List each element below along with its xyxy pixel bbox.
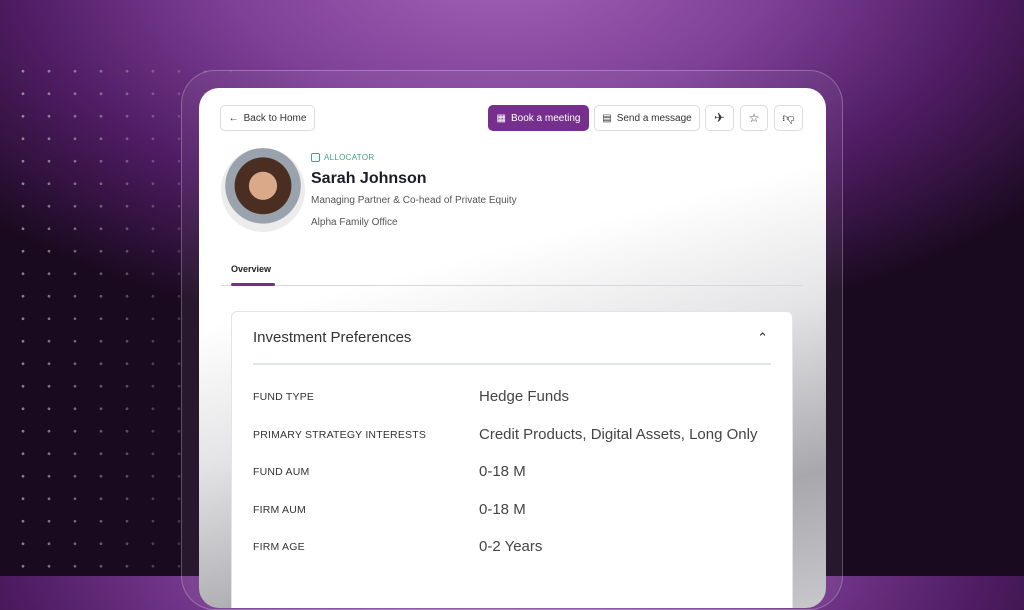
section-title: Investment Preferences — [253, 329, 412, 346]
profile-panel: ← Back to Home ▦ Book a meeting ▤ Send a me… — [199, 88, 826, 608]
message-icon: ▤ — [602, 112, 612, 124]
section-divider — [253, 363, 771, 365]
pref-row: FIRM AUM 0-18 M — [253, 501, 526, 518]
pref-row: FIRM AGE 0-2 Years — [253, 538, 543, 555]
tab-overview[interactable]: Overview — [231, 264, 272, 274]
badge-icon — [311, 153, 320, 162]
active-tab-indicator — [231, 283, 275, 286]
tabs-divider — [221, 285, 803, 286]
thumbs-down-button[interactable]: 👎︎ — [774, 105, 803, 131]
pref-row: FUND TYPE Hedge Funds — [253, 388, 570, 405]
allocator-badge: ALLOCATOR — [311, 153, 374, 162]
pref-row: FUND AUM 0-18 M — [253, 463, 526, 480]
chevron-up-icon[interactable]: ⌃ — [757, 330, 768, 345]
calendar-icon: ▦ — [496, 112, 506, 124]
back-to-home-button[interactable]: ← Back to Home — [220, 105, 315, 131]
pref-row: PRIMARY STRATEGY INTERESTS Credit Product… — [253, 426, 758, 443]
profile-organization: Alpha Family Office — [311, 217, 398, 228]
book-meeting-button[interactable]: ▦ Book a meeting — [488, 105, 589, 131]
thumbs-down-icon: 👎︎ — [782, 110, 795, 125]
avatar — [221, 148, 305, 232]
send-message-button[interactable]: ▤ Send a message — [594, 105, 700, 131]
arrow-left-icon: ← — [228, 112, 239, 124]
profile-title: Managing Partner & Co-head of Private Eq… — [311, 195, 517, 206]
investment-preferences-card: Investment Preferences ⌃ FUND TYPE Hedge … — [231, 311, 793, 608]
star-icon: ☆ — [748, 111, 760, 125]
star-button[interactable]: ☆ — [740, 105, 768, 131]
plane-icon: ✈ — [714, 110, 725, 125]
plane-button[interactable]: ✈ — [705, 105, 734, 131]
profile-name: Sarah Johnson — [311, 170, 427, 187]
